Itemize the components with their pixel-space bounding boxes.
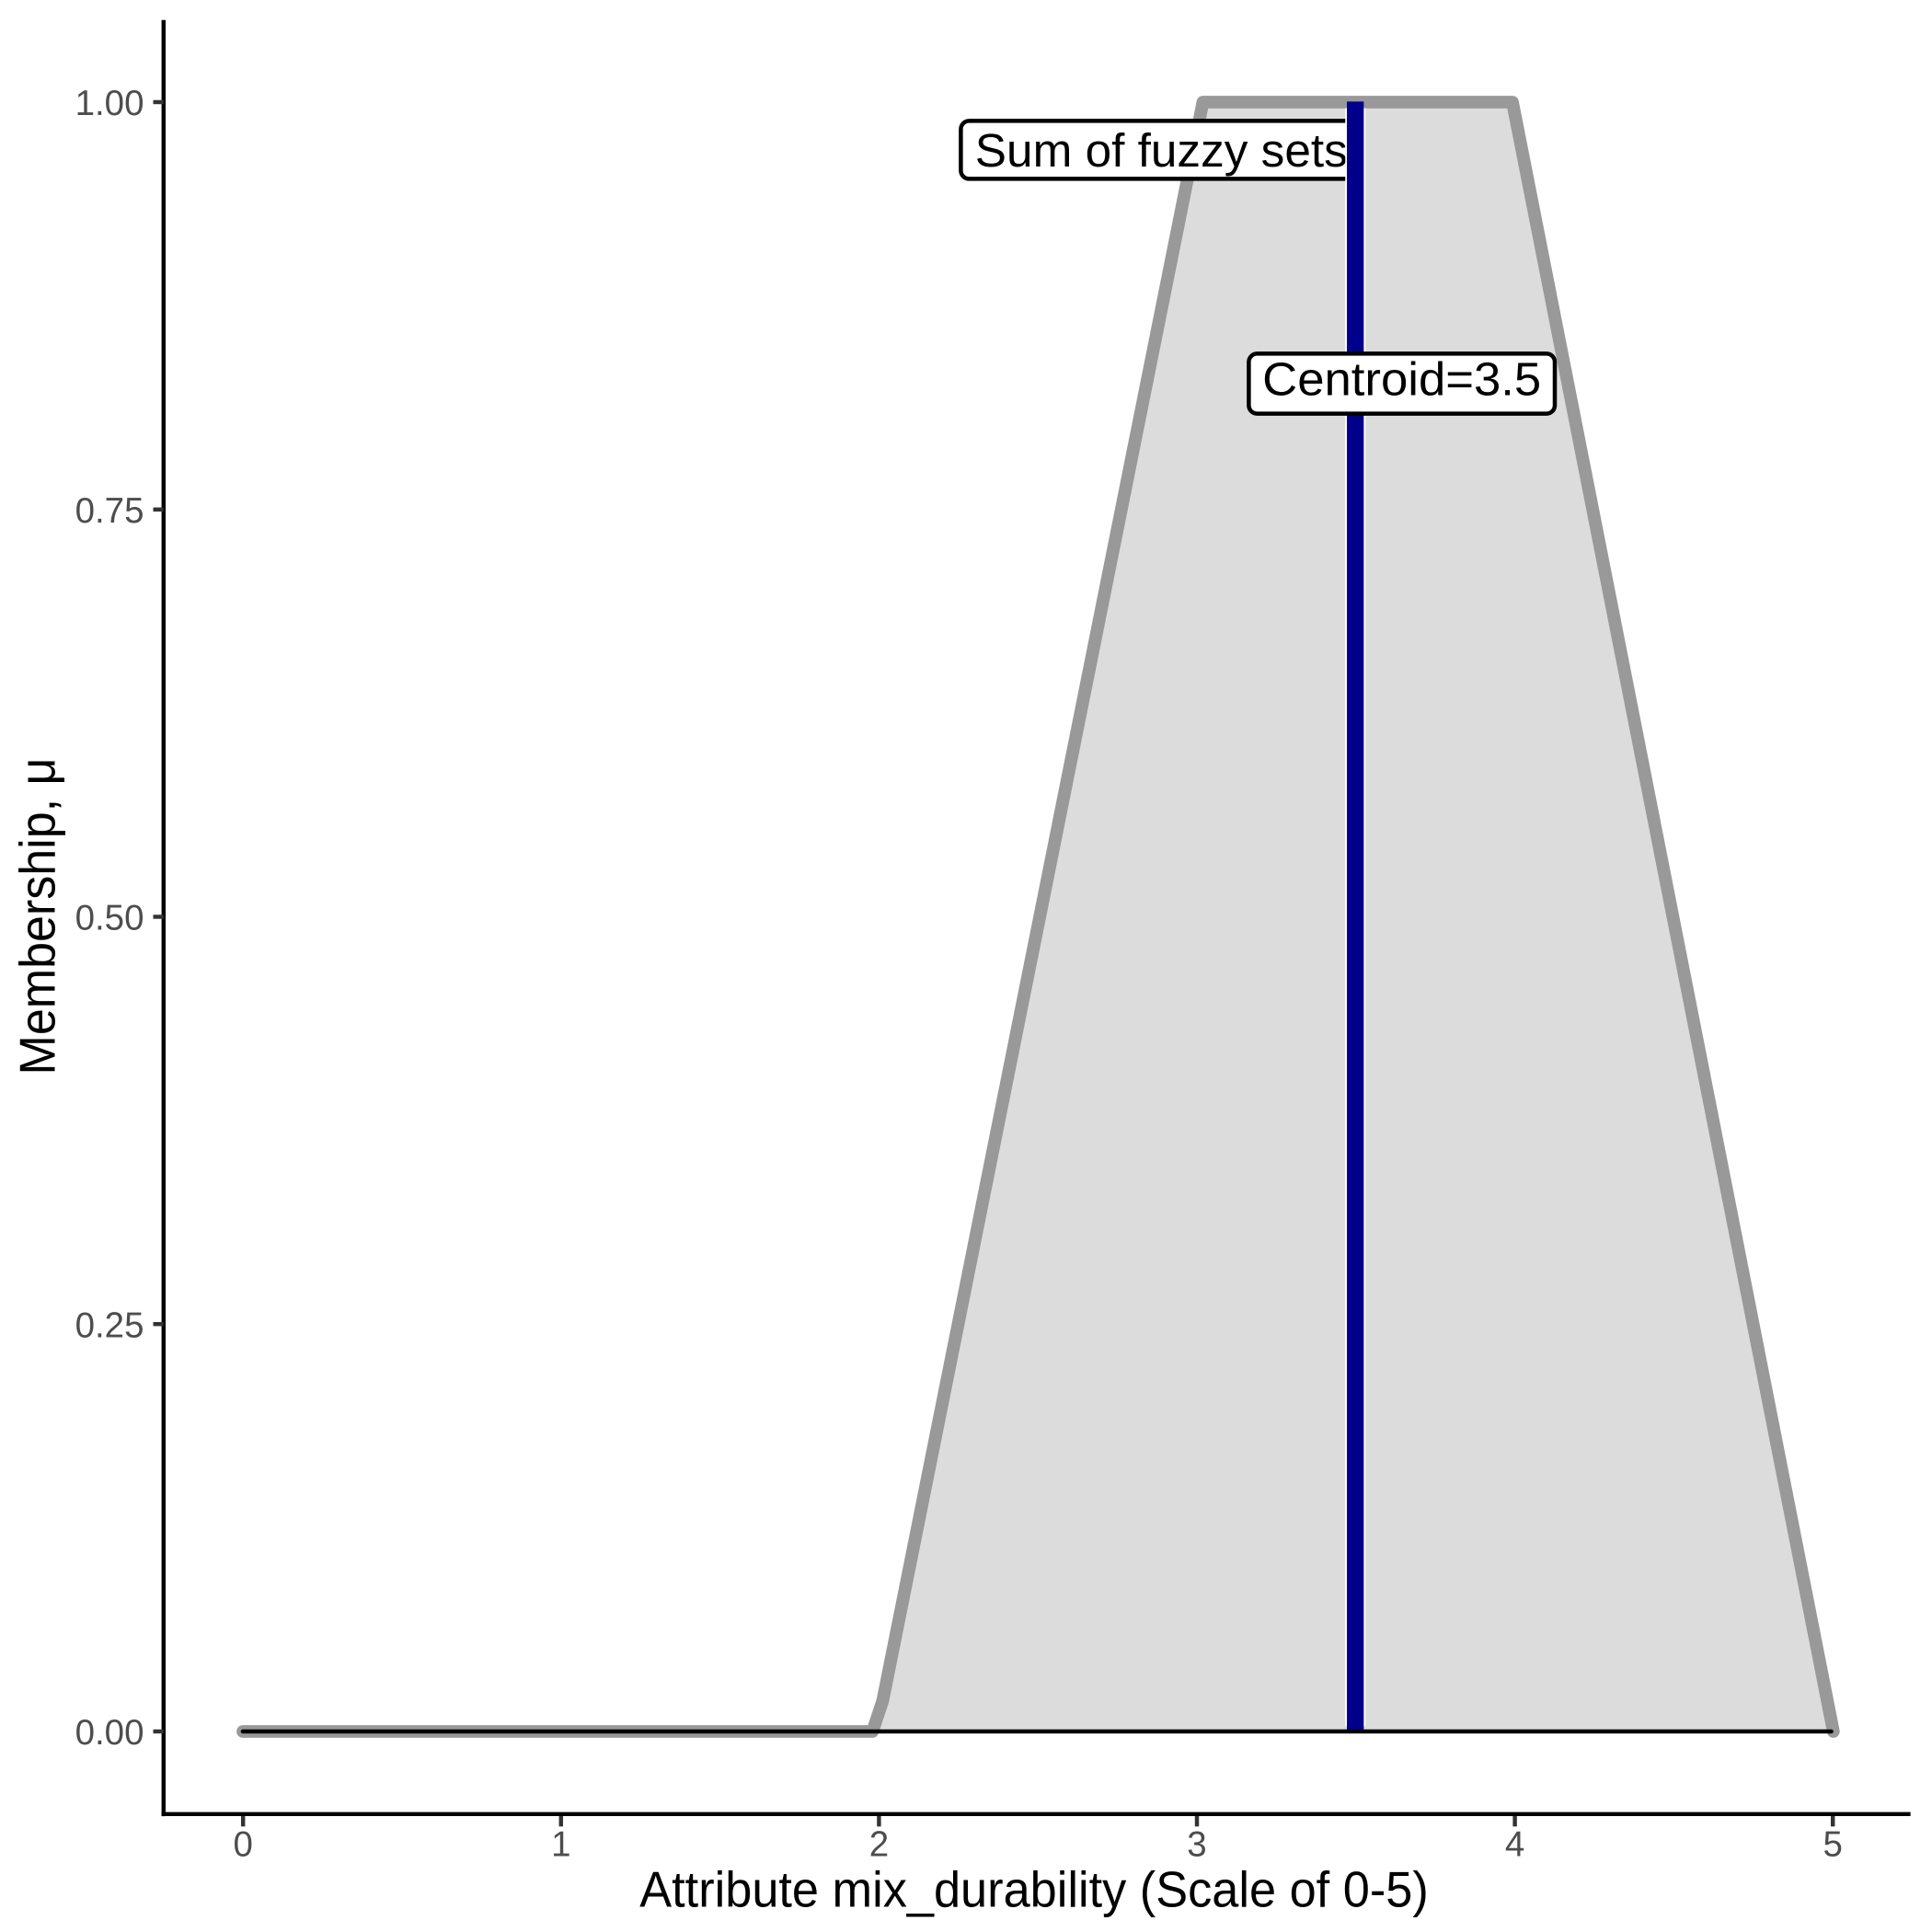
svg-text:2: 2 — [869, 1825, 889, 1865]
svg-text:Attribute mix_durability (Scal: Attribute mix_durability (Scale of 0-5) — [639, 1860, 1429, 1917]
svg-text:0: 0 — [233, 1825, 252, 1865]
svg-text:Membership, μ: Membership, μ — [9, 758, 66, 1075]
svg-text:3: 3 — [1187, 1825, 1206, 1865]
svg-text:5: 5 — [1823, 1825, 1842, 1865]
svg-text:1.00: 1.00 — [75, 84, 144, 123]
svg-text:Sum of fuzzy sets: Sum of fuzzy sets — [975, 124, 1348, 177]
svg-text:1: 1 — [551, 1825, 570, 1865]
svg-text:0.00: 0.00 — [75, 1713, 144, 1753]
svg-text:Centroid=3.5: Centroid=3.5 — [1262, 353, 1541, 406]
svg-text:0.25: 0.25 — [75, 1305, 144, 1345]
svg-text:4: 4 — [1505, 1825, 1524, 1865]
svg-text:0.75: 0.75 — [75, 491, 144, 531]
svg-text:0.50: 0.50 — [75, 899, 144, 938]
